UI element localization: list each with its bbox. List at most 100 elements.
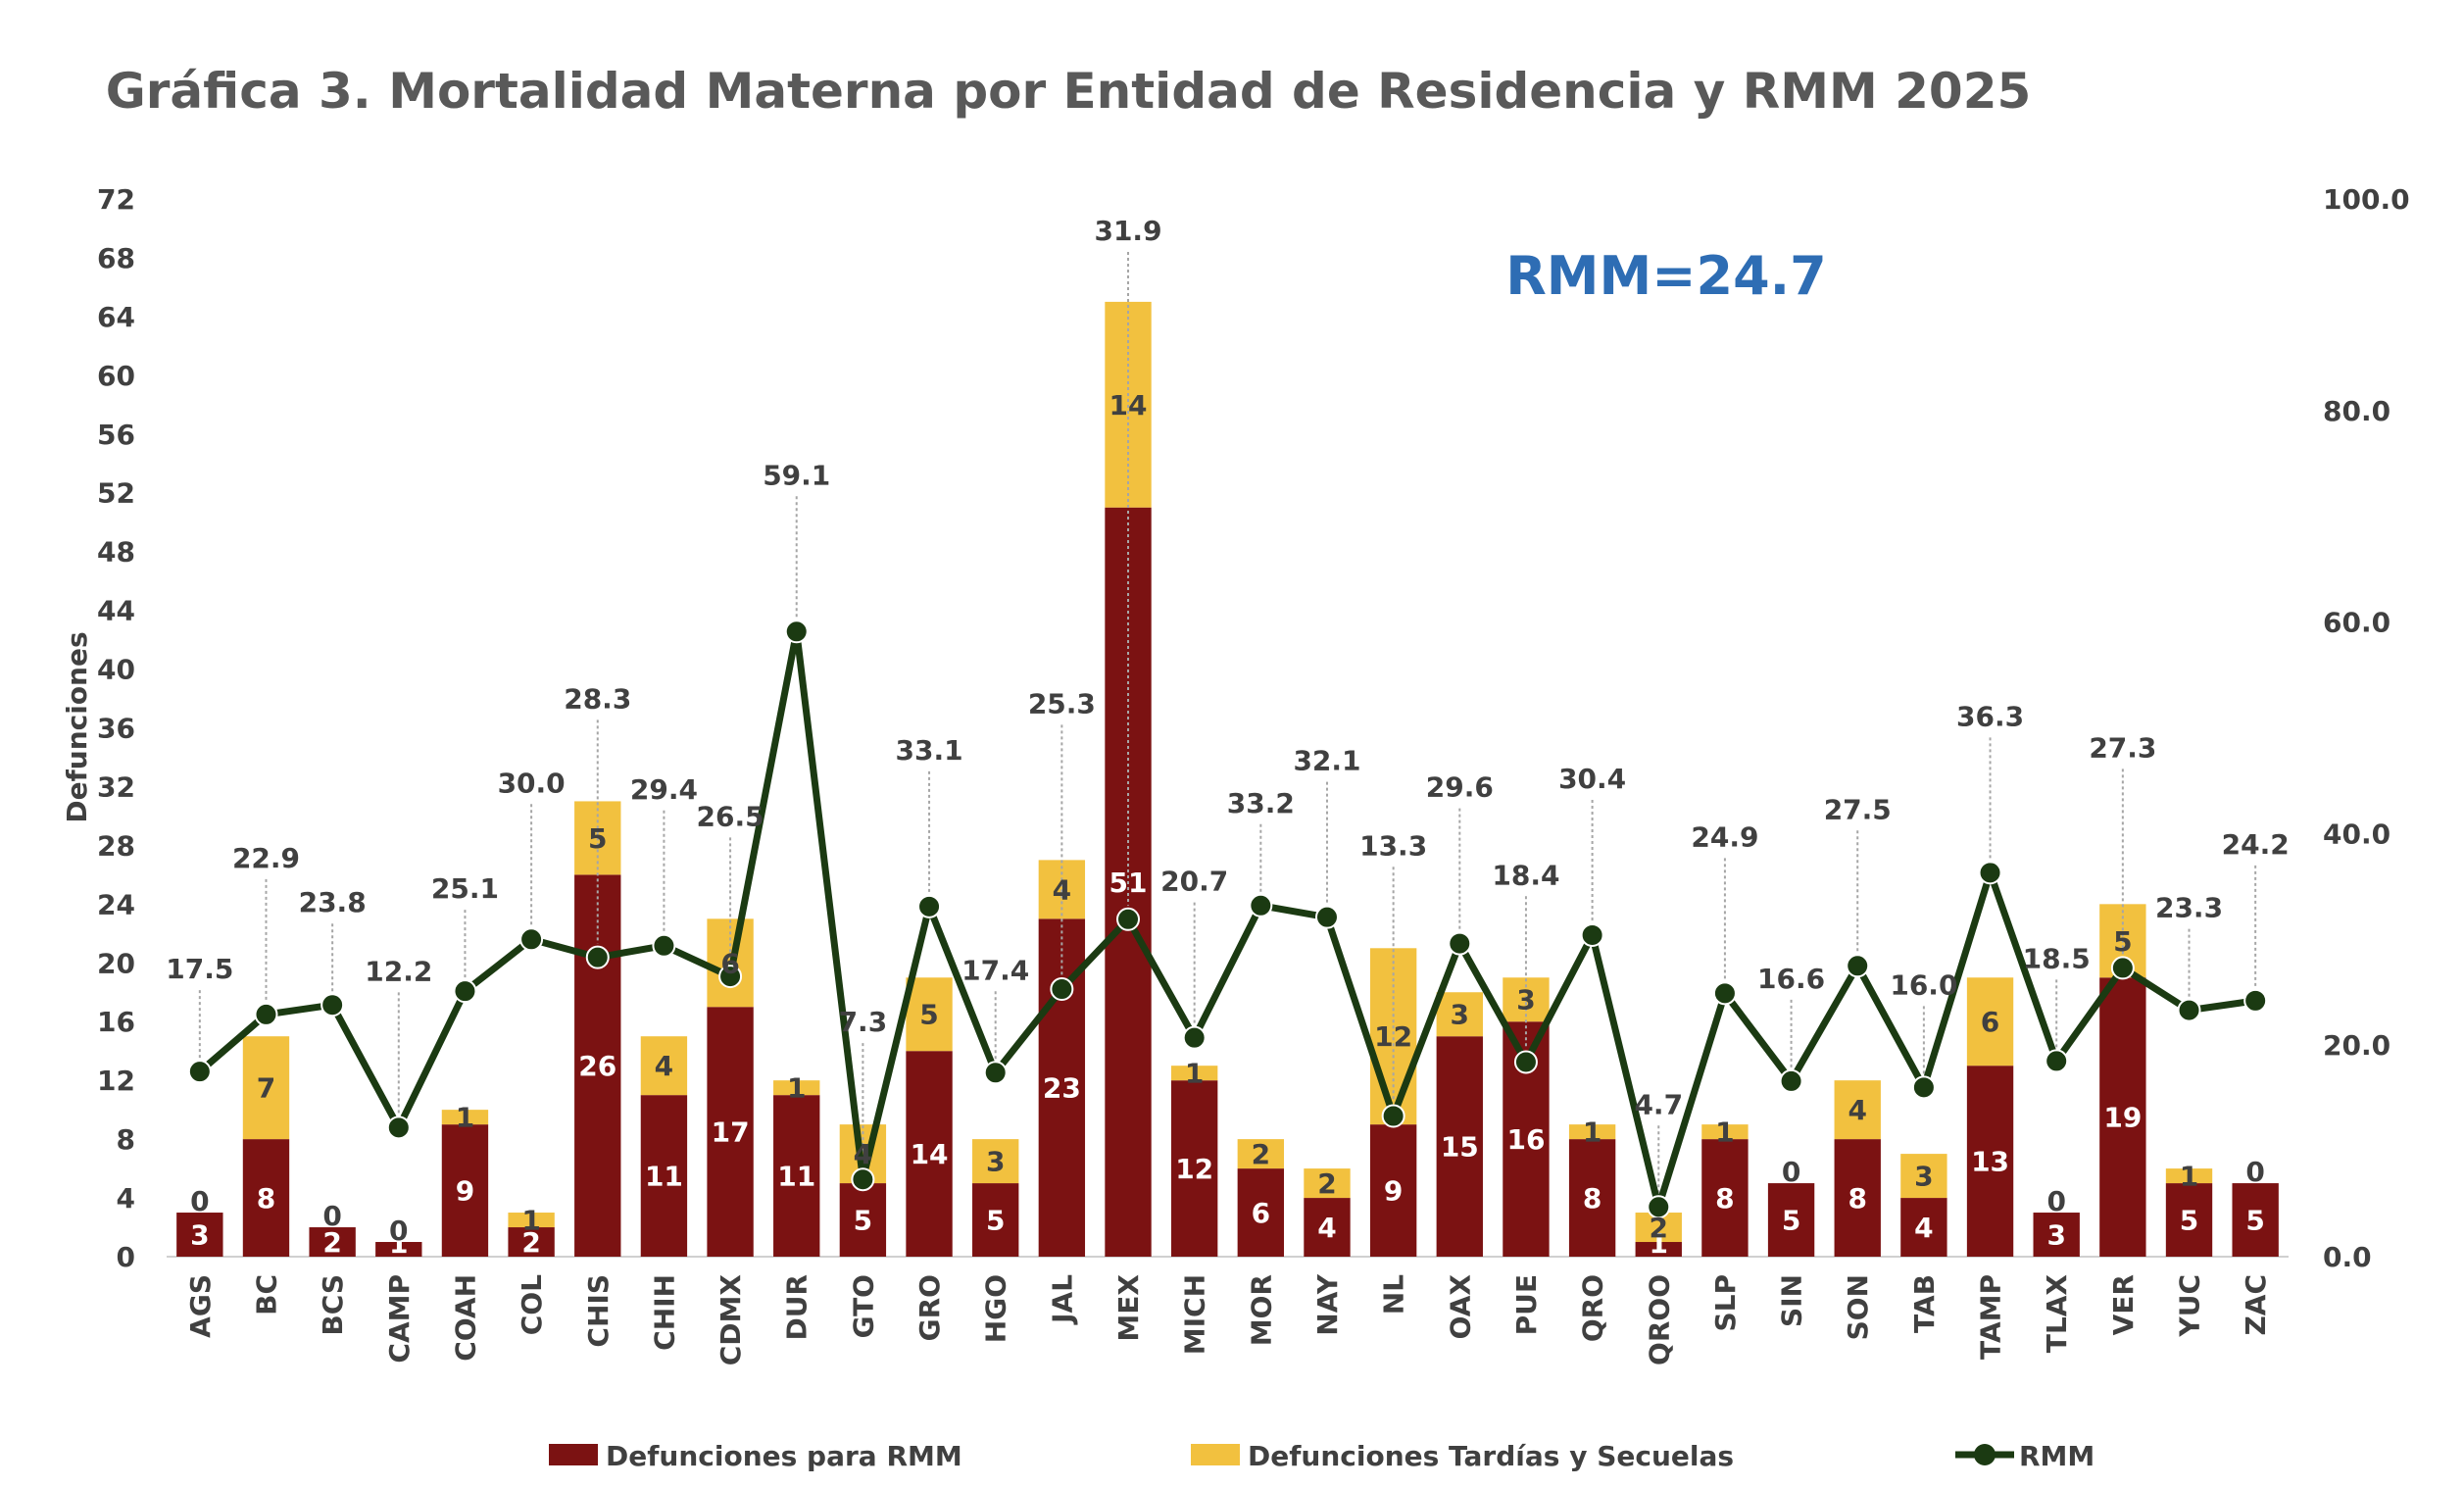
y-tick-label: 28	[97, 829, 135, 862]
bar-value-label: 14	[911, 1138, 949, 1170]
bar-value-label-secondary: 1	[521, 1205, 540, 1237]
x-tick-label: SON	[1842, 1274, 1874, 1340]
rmm-value-label: 30.4	[1558, 763, 1626, 795]
rmm-value-label: 24.2	[2222, 828, 2290, 861]
bar-value-label: 11	[777, 1161, 815, 1193]
rmm-point	[784, 620, 809, 644]
bar-value-label-secondary: 4	[1053, 873, 1071, 906]
bar-value-label-secondary: 1	[787, 1072, 806, 1105]
x-tick-label: DUR	[781, 1274, 813, 1341]
bar-value-label: 8	[1583, 1182, 1602, 1215]
legend-label-rmm: RMM	[2019, 1440, 2094, 1472]
bar-value-label-secondary: 1	[1583, 1116, 1602, 1149]
bar-value-label-secondary: 3	[986, 1146, 1005, 1178]
rmm-point	[254, 1002, 278, 1026]
bar-defunciones-tardias	[1834, 1080, 1881, 1140]
rmm-point	[519, 927, 544, 952]
bar-defunciones-rmm	[176, 1213, 223, 1257]
leader-lines	[198, 252, 2257, 1194]
bars	[176, 301, 2279, 1257]
bar-defunciones-rmm	[1635, 1242, 1682, 1257]
y2-tick-label: 80.0	[2323, 395, 2390, 427]
bar-value-label: 1	[389, 1227, 408, 1260]
bar-value-label: 8	[1848, 1182, 1866, 1215]
y-tick-label: 44	[97, 595, 135, 627]
rmm-point	[1647, 1195, 1671, 1219]
y-tick-label: 64	[97, 301, 135, 333]
x-tick-label: TLAX	[2041, 1274, 2073, 1354]
rmm-point	[1846, 954, 1870, 978]
bar-value-label-secondary: 3	[1451, 999, 1469, 1031]
x-tick-label: AGS	[184, 1274, 217, 1338]
bar-value-label-secondary: 14	[1109, 389, 1148, 422]
bar-defunciones-rmm	[508, 1227, 555, 1257]
bar-defunciones-tardias	[640, 1036, 688, 1096]
bar-value-label-secondary: 2	[1317, 1167, 1336, 1200]
bar-value-label-secondary: 7	[257, 1072, 275, 1105]
bar-value-label-secondary: 1	[1715, 1116, 1734, 1149]
bar-defunciones-tardias	[1237, 1139, 1285, 1169]
bar-defunciones-rmm	[1767, 1183, 1815, 1257]
bar-value-label: 19	[2103, 1102, 2142, 1134]
rmm-value-label: 33.1	[896, 734, 963, 767]
bar-value-label-secondary: 0	[389, 1215, 408, 1247]
bar-value-label-secondary: 3	[1516, 984, 1535, 1017]
bar-value-label: 2	[322, 1226, 341, 1259]
rmm-value-label: 29.4	[630, 773, 698, 806]
bar-value-label: 4	[1914, 1212, 1933, 1244]
bar-value-label-secondary: 5	[2113, 925, 2132, 958]
x-tick-label: YUC	[2174, 1274, 2206, 1338]
y-tick-label: 68	[97, 242, 135, 274]
bar-defunciones-tardias	[773, 1080, 820, 1096]
x-tick-label: COAH	[449, 1274, 481, 1362]
bar-value-label: 13	[1971, 1146, 2009, 1178]
bar-value-label-secondary: 5	[919, 999, 938, 1031]
bar-value-label: 4	[1317, 1212, 1336, 1244]
bar-value-label: 26	[578, 1050, 616, 1082]
bar-defunciones-tardias	[508, 1213, 555, 1228]
rmm-point	[718, 965, 743, 989]
rmm-point	[453, 979, 477, 1004]
rmm-value-label: 25.1	[431, 872, 499, 905]
bar-defunciones-rmm	[2099, 977, 2146, 1257]
rmm-point	[1314, 905, 1339, 929]
y-tick-label: 20	[97, 947, 135, 979]
bar-defunciones-rmm	[906, 1051, 953, 1257]
bar-value-label: 5	[854, 1205, 872, 1237]
bar-defunciones-rmm	[1701, 1139, 1749, 1257]
rmm-value-label: 23.3	[2155, 892, 2223, 924]
bar-value-label-secondary: 5	[588, 822, 607, 855]
y2-tick-label: 20.0	[2323, 1029, 2390, 1062]
bar-defunciones-rmm	[1304, 1198, 1351, 1257]
rmm-value-label: 22.9	[232, 842, 300, 874]
rmm-point	[1448, 931, 1472, 956]
bar-defunciones-rmm	[2165, 1183, 2213, 1257]
legend-swatch-rmm	[549, 1444, 598, 1465]
y-tick-label: 52	[97, 477, 135, 510]
bar-value-label-secondary: 1	[456, 1102, 474, 1134]
x-tick-label: MOR	[1245, 1274, 1277, 1346]
bar-value-label-secondary: 3	[1914, 1161, 1933, 1193]
bar-defunciones-rmm	[375, 1242, 422, 1257]
rmm-value-label: 16.0	[1890, 968, 1957, 1001]
bar-value-label-secondary: 6	[720, 947, 739, 979]
x-tick-label: OAX	[1444, 1274, 1476, 1340]
rmm-value-label: 30.0	[498, 767, 566, 799]
bar-value-label: 8	[257, 1182, 275, 1215]
bar-defunciones-rmm	[1170, 1080, 1218, 1257]
bar-value-label-secondary: 4	[1848, 1094, 1866, 1126]
rmm-value-label: 16.6	[1757, 963, 1825, 995]
rmm-value-label: 17.4	[961, 954, 1029, 986]
bar-value-label-secondary: 12	[1374, 1020, 1412, 1053]
x-tick-label: TAMP	[1975, 1274, 2007, 1360]
rmm-point	[1911, 1075, 1936, 1100]
bar-defunciones-rmm	[1436, 1036, 1483, 1257]
bar-defunciones-rmm	[1237, 1168, 1285, 1257]
rmm-point	[585, 945, 610, 969]
y-tick-label: 0	[117, 1241, 135, 1273]
bar-defunciones-rmm	[1568, 1139, 1616, 1257]
bar-defunciones-tardias	[1966, 977, 2014, 1066]
rmm-value-label: 59.1	[763, 459, 830, 491]
